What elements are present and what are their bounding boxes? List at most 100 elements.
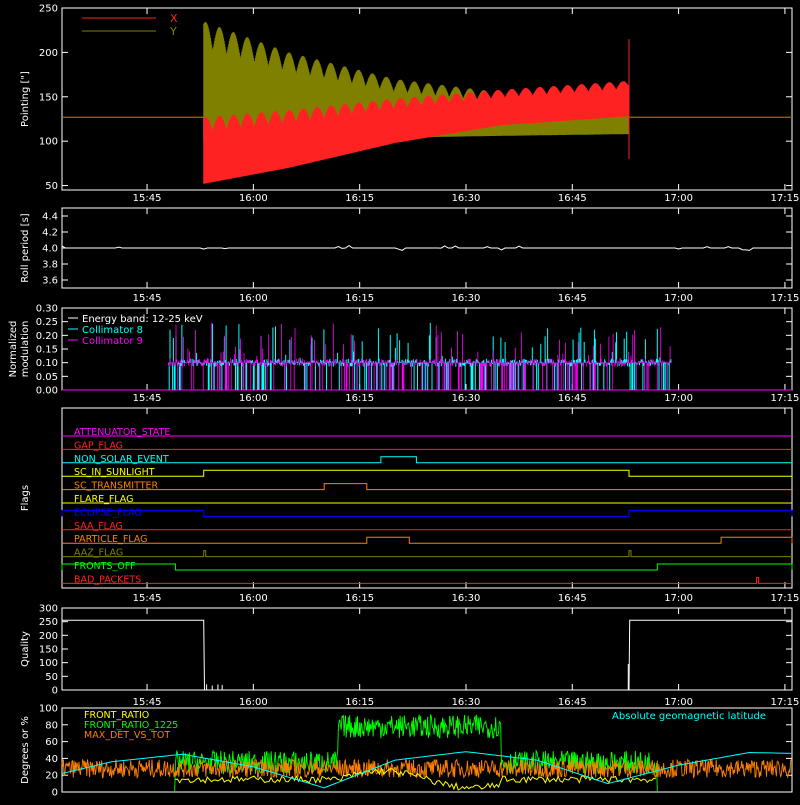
flag-line-bad-packets — [62, 576, 792, 584]
flag-label: ECLIPSE_FLAG — [74, 507, 142, 518]
x-tick-label: 15:45 — [133, 393, 162, 404]
x-tick-label: 16:45 — [558, 293, 587, 304]
legend-label: Collimator 8 — [82, 325, 143, 336]
y-tick-label: 0.00 — [36, 386, 58, 397]
y-tick-label: 200 — [39, 631, 58, 642]
y-tick-label: 60 — [45, 737, 58, 748]
y-tick-label: 0.15 — [36, 345, 58, 356]
flag-label: NON_SOLAR_EVENT — [74, 454, 169, 465]
y-tick-label: 0.30 — [36, 304, 58, 315]
x-tick-label: 17:15 — [770, 697, 799, 708]
legend-label: FRONT_RATIO — [84, 710, 149, 721]
annotation-label: Absolute geomagnetic latitude — [612, 711, 766, 722]
x-tick-label: 16:15 — [345, 393, 374, 404]
flag-label: FRONTS_OFF — [74, 561, 136, 572]
series-bars-collimator-9 — [167, 322, 672, 390]
series-line-roll — [61, 244, 792, 251]
panel-frame — [61, 7, 793, 191]
y-axis-label: Quality — [20, 631, 31, 667]
y-tick-label: 4.0 — [42, 244, 58, 255]
y-tick-label: 250 — [39, 4, 58, 15]
x-tick-label: 16:00 — [239, 697, 268, 708]
x-tick-label: 16:30 — [452, 697, 481, 708]
x-tick-label: 17:00 — [664, 393, 693, 404]
y-tick-label: 20 — [45, 771, 58, 782]
y-tick-label: 100 — [39, 137, 58, 148]
flag-label: SC_IN_SUNLIGHT — [74, 467, 155, 478]
y-axis-label: Roll period [s] — [20, 213, 31, 282]
x-tick-label: 16:15 — [345, 193, 374, 204]
x-tick-label: 17:00 — [664, 593, 693, 604]
y-tick-label: 4.4 — [42, 212, 58, 223]
panel-frame — [61, 707, 793, 793]
x-tick-label: 16:00 — [239, 393, 268, 404]
flag-line-non-solar-event — [62, 456, 792, 464]
x-tick-label: 15:45 — [133, 593, 162, 604]
y-tick-label: 40 — [45, 754, 58, 765]
x-tick-label: 17:00 — [664, 293, 693, 304]
flag-label: SC_TRANSMITTER — [74, 481, 159, 492]
legend-label: MAX_DET_VS_TOT — [84, 730, 170, 741]
flag-line-sc-in-sunlight — [62, 469, 792, 477]
series-area-x — [203, 81, 629, 184]
panel-frame — [61, 407, 793, 589]
x-tick-label: 16:30 — [452, 293, 481, 304]
y-tick-label: 0.10 — [36, 358, 58, 369]
y-tick-label: 300 — [39, 604, 58, 615]
y-tick-label: 4.2 — [42, 228, 58, 239]
y-tick-label: 0 — [52, 788, 58, 799]
x-tick-label: 17:15 — [770, 293, 799, 304]
x-tick-label: 17:15 — [770, 593, 799, 604]
legend-label: X — [170, 12, 178, 25]
flag-label: AAZ_FLAG — [74, 548, 123, 559]
legend-label: Collimator 9 — [82, 336, 143, 347]
x-tick-label: 16:45 — [558, 393, 587, 404]
x-tick-label: 16:30 — [452, 593, 481, 604]
y-tick-label: 150 — [39, 92, 58, 103]
y-tick-label: 100 — [39, 704, 58, 715]
x-tick-label: 17:00 — [664, 193, 693, 204]
flag-line-eclipse-flag — [61, 509, 793, 517]
y-tick-label: 50 — [45, 672, 58, 683]
y-tick-label: 50 — [45, 181, 58, 192]
y-tick-label: 0.20 — [36, 331, 58, 342]
x-tick-label: 15:45 — [133, 193, 162, 204]
y-axis-label: modulation — [20, 321, 31, 378]
x-tick-label: 17:15 — [770, 193, 799, 204]
series-line-front-ratio — [175, 767, 657, 791]
x-tick-label: 16:00 — [239, 593, 268, 604]
y-tick-label: 250 — [39, 617, 58, 628]
flag-line-sc-transmitter — [62, 483, 792, 491]
x-tick-label: 16:00 — [239, 293, 268, 304]
flag-label: GAP_FLAG — [74, 440, 123, 451]
flag-line-fronts-off — [61, 563, 793, 571]
x-tick-label: 16:45 — [558, 593, 587, 604]
series-line-max-det-vs-tot — [61, 757, 792, 779]
flag-label: SAA_FLAG — [74, 521, 123, 532]
flag-label: ATTENUATOR_STATE — [74, 427, 170, 438]
x-tick-label: 15:45 — [133, 697, 162, 708]
series-line-front-ratio-1225 — [174, 713, 658, 793]
flag-line-aaz-flag — [62, 550, 792, 558]
y-tick-label: 3.6 — [42, 276, 58, 287]
legend-label: Y — [169, 25, 177, 38]
series-line-geomagnetic-latitude — [61, 751, 793, 789]
y-tick-label: 3.8 — [42, 260, 58, 271]
flag-label: PARTICLE_FLAG — [74, 534, 147, 545]
y-tick-label: 200 — [39, 48, 58, 59]
y-tick-label: 0 — [52, 686, 58, 697]
x-tick-label: 17:00 — [664, 697, 693, 708]
y-tick-label: 100 — [39, 658, 58, 669]
y-axis-label: Flags — [20, 485, 31, 511]
flag-label: FLARE_FLAG — [74, 494, 134, 505]
y-axis-label: Degrees or % — [20, 716, 31, 784]
flag-label: BAD_PACKETS — [74, 574, 141, 585]
y-tick-label: 0.25 — [36, 317, 58, 328]
y-tick-label: 150 — [39, 645, 58, 656]
series-line-quality — [62, 619, 792, 691]
flag-line-particle-flag — [62, 536, 793, 544]
x-tick-label: 15:45 — [133, 293, 162, 304]
y-tick-label: 80 — [45, 720, 58, 731]
x-tick-label: 17:15 — [770, 393, 799, 404]
x-tick-label: 16:15 — [345, 697, 374, 708]
